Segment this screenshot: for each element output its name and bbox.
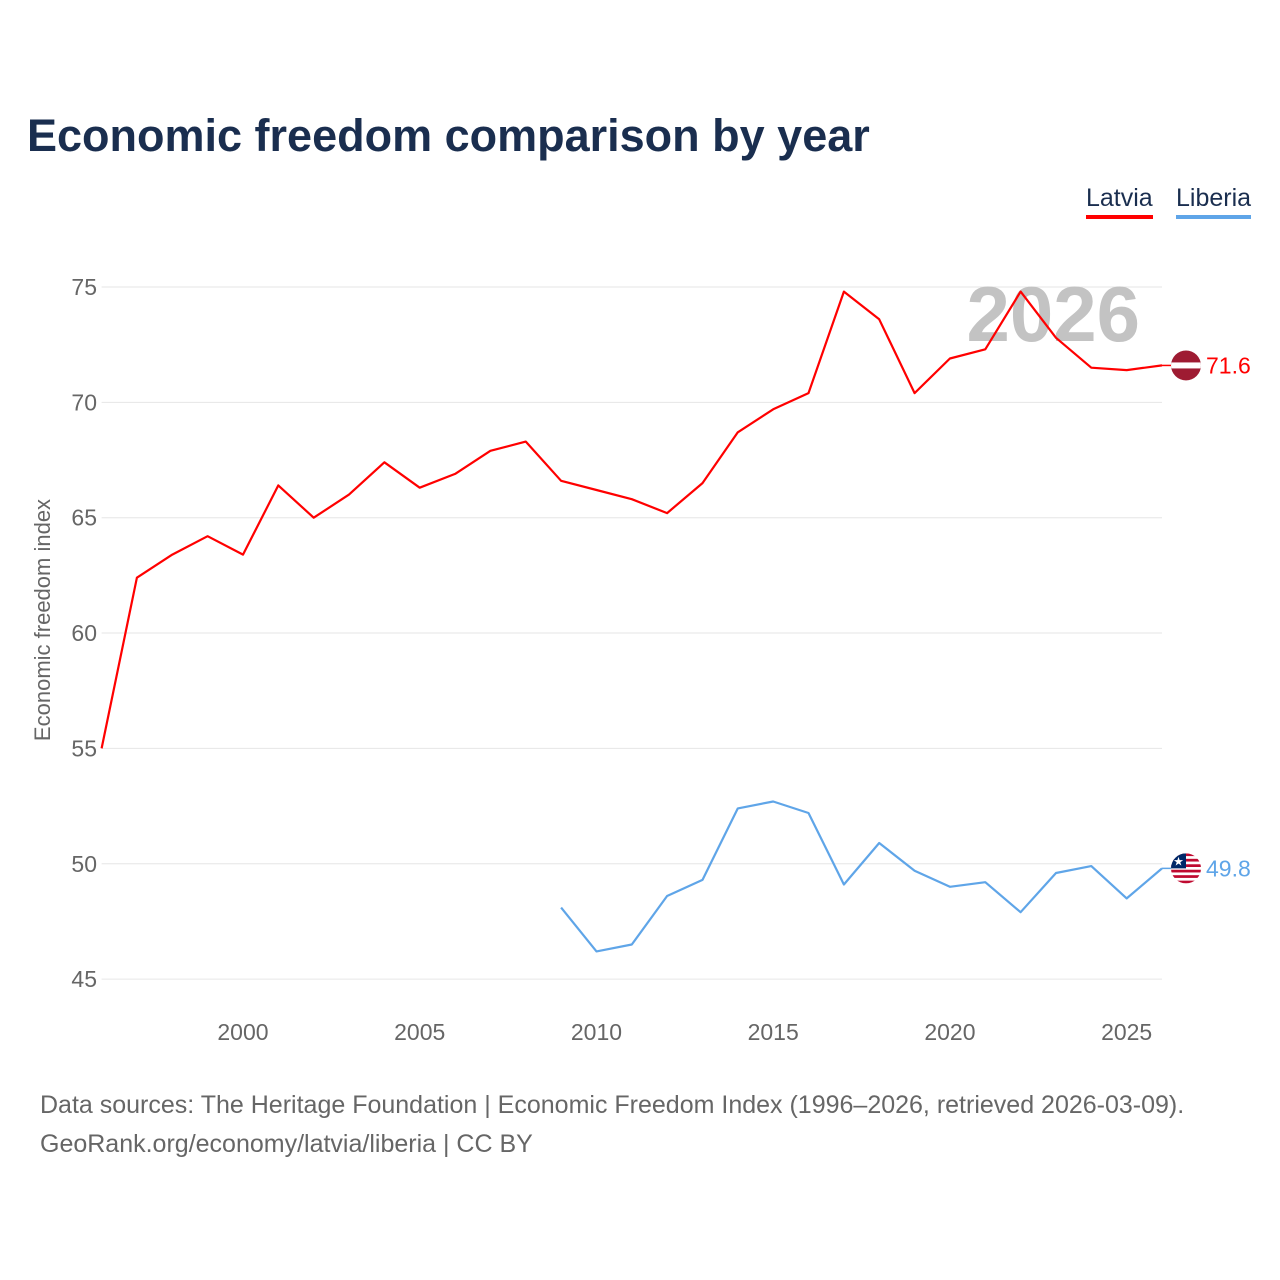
footer-sources: Data sources: The Heritage Foundation | … xyxy=(40,1091,1185,1119)
x-tick-label: 2025 xyxy=(1101,1019,1152,1045)
y-tick-label: 60 xyxy=(71,620,97,646)
flag-liberia-icon: ★ xyxy=(1171,853,1201,884)
y-tick-label: 65 xyxy=(71,505,97,531)
x-tick-label: 2000 xyxy=(217,1019,268,1045)
end-value-label-liberia: 49.8 xyxy=(1206,855,1251,881)
footer: Data sources: The Heritage Foundation | … xyxy=(40,1086,1184,1164)
flag-latvia-icon xyxy=(1171,350,1201,381)
y-tick-label: 45 xyxy=(71,966,97,992)
legend-liberia[interactable]: Liberia xyxy=(1176,184,1252,219)
chart-title: Economic freedom comparison by year xyxy=(27,110,870,161)
y-tick-label: 75 xyxy=(71,274,97,300)
x-tick-label: 2020 xyxy=(924,1019,975,1045)
y-tick-label: 55 xyxy=(71,735,97,761)
footer-link[interactable]: GeoRank.org/economy/latvia/liberia | CC … xyxy=(40,1130,533,1158)
end-value-label-latvia: 71.6 xyxy=(1206,352,1251,378)
y-axis-label: Economic freedom index xyxy=(30,499,55,741)
x-tick-label: 2005 xyxy=(394,1019,445,1045)
x-tick-label: 2010 xyxy=(571,1019,622,1045)
x-tick-label: 2015 xyxy=(748,1019,799,1045)
year-watermark: 2026 xyxy=(966,270,1140,358)
series-line-latvia xyxy=(100,290,1163,749)
y-tick-label: 70 xyxy=(71,389,97,415)
legend-latvia[interactable]: Latvia xyxy=(1086,184,1153,219)
svg-text:★: ★ xyxy=(1173,854,1184,868)
y-tick-label: 50 xyxy=(71,851,97,877)
series-line-liberia xyxy=(560,800,1163,953)
